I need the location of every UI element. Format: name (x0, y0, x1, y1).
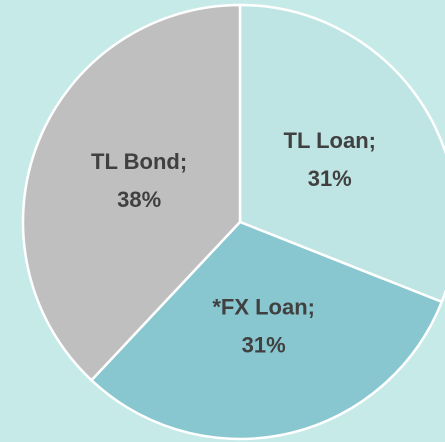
slice-value-label: 31% (308, 166, 352, 191)
slice-category-label: TL Loan; (284, 128, 376, 153)
slice-category-label: TL Bond; (91, 149, 187, 174)
slice-category-label: *FX Loan; (212, 295, 315, 320)
pie-slice (89, 220, 444, 441)
slice-value-label: 38% (117, 187, 161, 212)
slice-value-label: 31% (242, 333, 286, 358)
pie-slice (21, 3, 242, 382)
pie-slice (238, 3, 445, 304)
